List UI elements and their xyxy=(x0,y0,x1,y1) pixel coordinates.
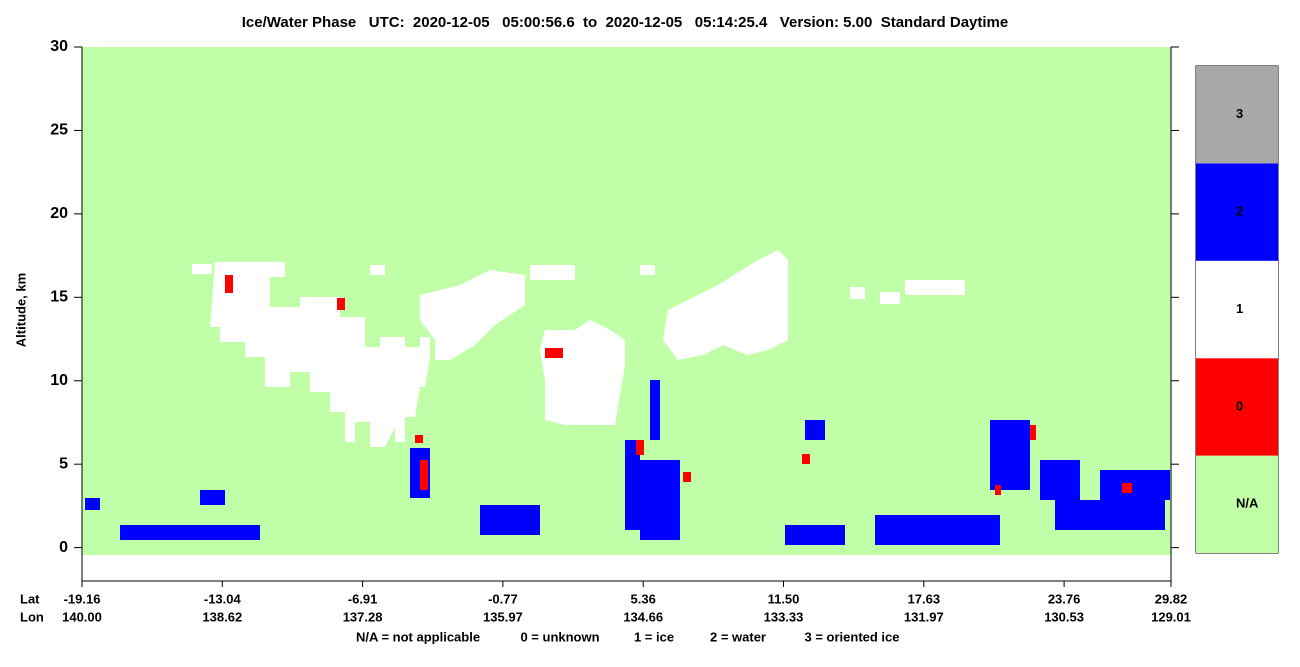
legend-text: 2 = water xyxy=(710,629,766,644)
lon-tick-label: 138.62 xyxy=(202,609,242,624)
lat-tick-label: 5.36 xyxy=(631,591,656,606)
chart-title: Ice/Water Phase UTC: 2020-12-05 05:00:56… xyxy=(242,14,1008,31)
colorbar-segment xyxy=(1196,260,1278,359)
lon-tick-label: 140.00 xyxy=(62,609,102,624)
legend-text: 0 = unknown xyxy=(520,629,599,644)
y-tick-label: 25 xyxy=(50,122,68,139)
lon-tick-label: 129.01 xyxy=(1151,609,1191,624)
colorbar-segment xyxy=(1196,66,1278,164)
legend-text: N/A = not applicable xyxy=(356,629,480,644)
y-tick-label: 10 xyxy=(50,372,68,389)
colorbar-segment xyxy=(1196,358,1278,456)
y-tick-label: 20 xyxy=(50,205,68,222)
lon-tick-label: 135.97 xyxy=(483,609,523,624)
colorbar-label: 1 xyxy=(1236,301,1243,316)
colorbar-label: 3 xyxy=(1236,106,1243,121)
legend-text: 1 = ice xyxy=(634,629,674,644)
lat-tick-label: -13.04 xyxy=(204,591,242,606)
x-row-label: Lat xyxy=(20,591,40,606)
lat-tick-label: 11.50 xyxy=(768,591,800,606)
lat-tick-label: 23.76 xyxy=(1048,591,1081,606)
legend-text: 3 = oriented ice xyxy=(804,629,899,644)
y-tick-label: 5 xyxy=(59,455,68,472)
lon-tick-label: 134.66 xyxy=(623,609,663,624)
lat-tick-label: 17.63 xyxy=(908,591,941,606)
colorbar-segment xyxy=(1196,163,1278,261)
lon-tick-label: 131.97 xyxy=(904,609,944,624)
y-axis-label: Altitude, km xyxy=(13,273,28,347)
lon-tick-label: 130.53 xyxy=(1044,609,1084,624)
lat-tick-label: -0.77 xyxy=(488,591,518,606)
colorbar-label: N/A xyxy=(1236,496,1259,511)
x-row-label: Lon xyxy=(20,609,44,624)
lat-tick-label: -6.91 xyxy=(348,591,378,606)
colorbar-segment xyxy=(1196,455,1278,553)
cloud-layer xyxy=(85,250,1170,545)
colorbar-label: 0 xyxy=(1236,398,1243,413)
y-tick-label: 0 xyxy=(59,539,68,556)
lon-tick-label: 137.28 xyxy=(343,609,383,624)
colorbar-label: 2 xyxy=(1236,204,1243,219)
lat-tick-label: -19.16 xyxy=(64,591,101,606)
lat-tick-label: 29.82 xyxy=(1155,591,1188,606)
y-tick-label: 15 xyxy=(50,289,68,306)
lon-tick-label: 133.33 xyxy=(764,609,804,624)
y-tick-label: 30 xyxy=(50,38,68,55)
